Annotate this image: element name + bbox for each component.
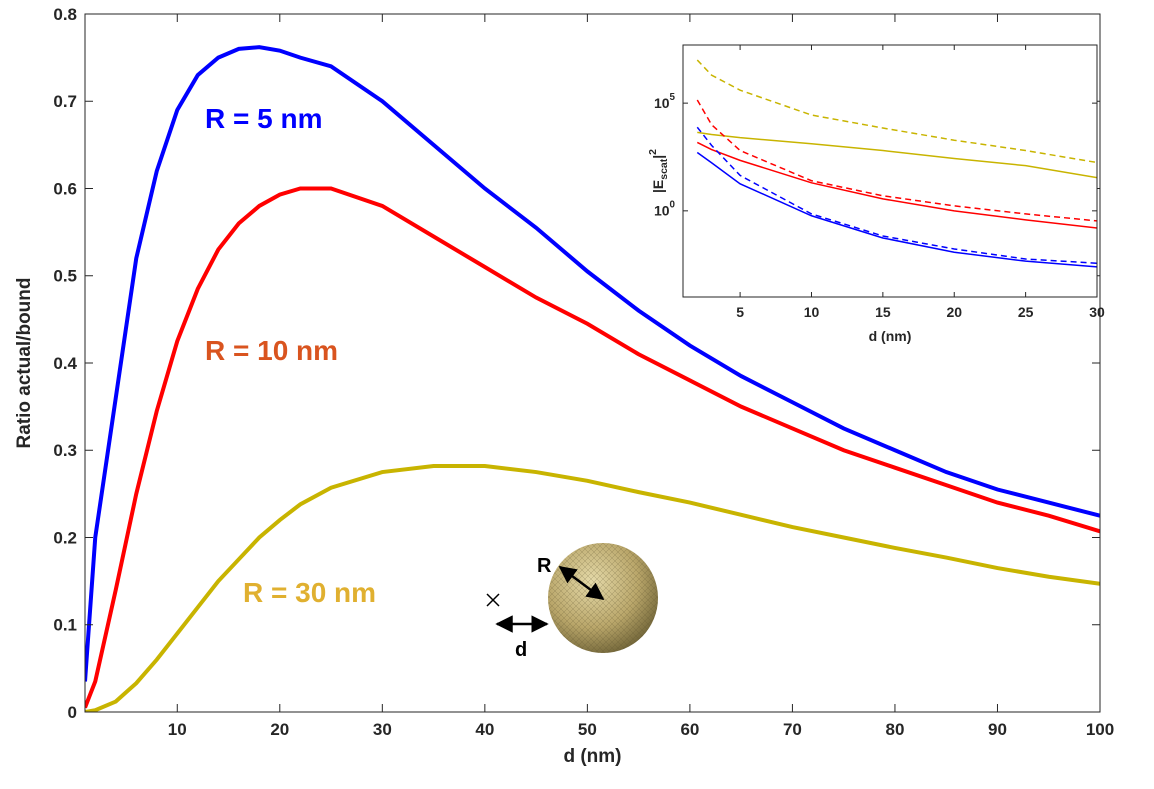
x-tick-label: 20 <box>946 304 962 320</box>
tick-base: 10 <box>654 95 670 111</box>
series-line <box>85 186 1100 709</box>
label-sup: 2 <box>647 149 659 155</box>
y-tick-label: 100 <box>654 200 676 219</box>
y-tick-label: 0 <box>68 703 77 722</box>
series-line <box>696 59 1097 164</box>
x-tick-label: 50 <box>578 720 597 739</box>
label-sub: scat <box>658 158 670 180</box>
series-line <box>85 45 1100 682</box>
distance-label: d <box>515 639 527 661</box>
x-tick-label: 5 <box>736 304 744 320</box>
series-label: R = 10 nm <box>205 335 338 366</box>
radius-label: R <box>537 555 552 577</box>
tick-exponent: 0 <box>670 200 676 211</box>
y-tick-label: 0.1 <box>53 616 77 635</box>
plot-frame <box>682 44 1098 298</box>
x-tick-label: 10 <box>804 304 820 320</box>
y-tick-label: 0.3 <box>53 441 77 460</box>
x-tick-label: 40 <box>475 720 494 739</box>
tick-base: 10 <box>654 203 670 219</box>
y-tick-label: 0.4 <box>53 354 77 373</box>
y-axis-label: |Escat|2 <box>647 149 670 193</box>
dipole-marker <box>486 593 500 607</box>
x-tick-label: 20 <box>270 720 289 739</box>
x-tick-label: 15 <box>875 304 891 320</box>
x-axis-label: d (nm) <box>869 328 912 344</box>
x-tick-label: 30 <box>373 720 392 739</box>
x-tick-label: 60 <box>680 720 699 739</box>
y-tick-label: 0.8 <box>53 5 77 24</box>
tick-exponent: 5 <box>670 92 676 103</box>
radius-arrow <box>558 565 605 601</box>
series-line <box>85 463 1100 712</box>
label-close: | <box>650 155 666 159</box>
x-tick-label: 25 <box>1018 304 1034 320</box>
y-tick-label: 105 <box>654 92 676 111</box>
series-line <box>696 126 1097 264</box>
series-line <box>697 131 1097 179</box>
series-line <box>696 151 1097 268</box>
y-tick-label: 0.2 <box>53 528 77 547</box>
x-tick-label: 10 <box>168 720 187 739</box>
x-tick-label: 80 <box>885 720 904 739</box>
y-axis-label: Ratio actual/bound <box>14 278 35 449</box>
series-label: R = 30 nm <box>243 577 376 608</box>
series-line <box>696 99 1097 222</box>
plot-area <box>683 45 1097 297</box>
x-tick-label: 70 <box>783 720 802 739</box>
x-axis-label: d (nm) <box>563 746 621 767</box>
series-label: R = 5 nm <box>205 103 322 134</box>
sphere-diagram: R d <box>486 543 658 661</box>
y-tick-label: 0.5 <box>53 267 77 286</box>
x-tick-label: 30 <box>1089 304 1105 320</box>
y-tick-label: 0.6 <box>53 179 77 198</box>
y-tick-label: 0.7 <box>53 92 77 111</box>
label-base: |E <box>650 180 666 193</box>
x-tick-label: 100 <box>1086 720 1114 739</box>
x-tick-label: 90 <box>988 720 1007 739</box>
